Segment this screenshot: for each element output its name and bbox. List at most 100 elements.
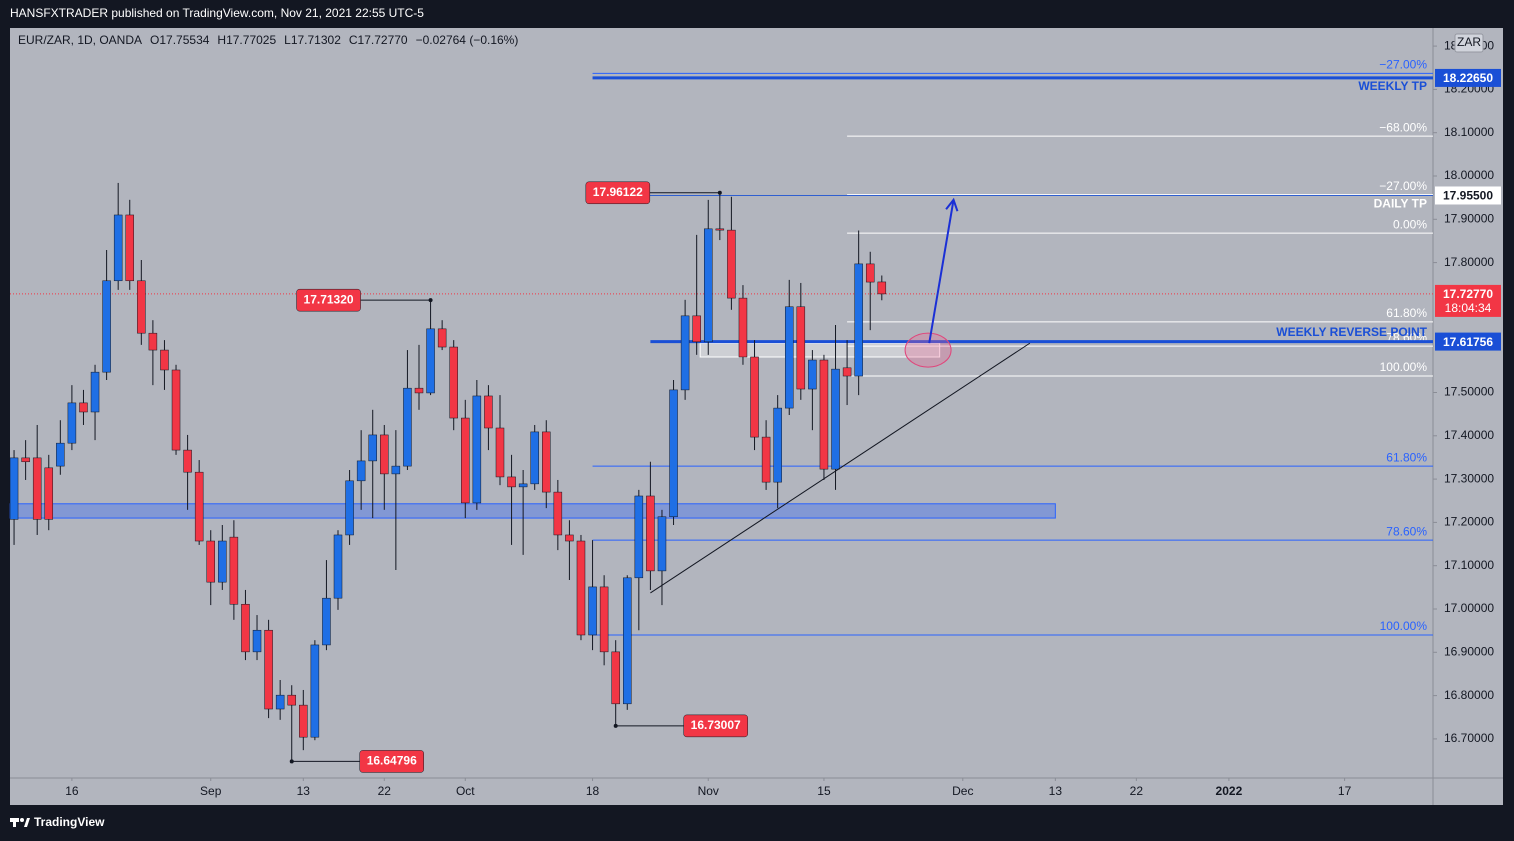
current-price-box xyxy=(1435,284,1501,317)
candle-body xyxy=(646,495,655,572)
symbol-legend: EUR/ZAR, 1D, OANDA O17.75534 H17.77025 L17.… xyxy=(18,33,518,47)
brand: TradingView xyxy=(34,815,105,829)
point-marker xyxy=(717,190,722,195)
fib-label: −27.00% xyxy=(1379,179,1427,193)
candle-body xyxy=(56,442,65,467)
candle-body xyxy=(715,228,725,231)
candle-body xyxy=(299,704,308,738)
point-label: 16.64796 xyxy=(367,754,417,768)
x-tick-label: 16 xyxy=(65,784,79,798)
fib-label: −27.00% xyxy=(1379,58,1427,72)
point-label-box xyxy=(585,181,651,205)
candle-body xyxy=(171,369,181,451)
candle-body xyxy=(264,629,273,710)
candle-body xyxy=(391,465,401,475)
y-tick-label: 17.00000 xyxy=(1444,601,1494,615)
candle-body xyxy=(449,346,458,419)
y-tick-label: 16.90000 xyxy=(1444,644,1494,658)
candle-body xyxy=(796,306,806,390)
logo-dot xyxy=(20,818,24,822)
point-label-box xyxy=(683,714,748,738)
candle-body xyxy=(241,603,250,653)
candle-body xyxy=(611,651,620,705)
candle-body xyxy=(773,407,782,483)
zone xyxy=(699,342,941,358)
candle-body xyxy=(542,431,551,493)
x-tick-label: 13 xyxy=(297,784,311,798)
x-tick-label: Dec xyxy=(952,784,973,798)
price-axis: 18.3000018.2000018.1000018.0000017.90000… xyxy=(65,38,1501,798)
x-tick-label: 22 xyxy=(1130,784,1144,798)
trendline xyxy=(650,342,1031,594)
candle-body xyxy=(680,315,690,391)
candle-body xyxy=(113,214,123,282)
ohlc-close: C17.72770 xyxy=(349,33,408,47)
point-label-box xyxy=(359,750,424,773)
candle-body xyxy=(761,436,771,483)
ohlc-open: O17.75534 xyxy=(150,33,210,47)
point-label: 17.71320 xyxy=(304,292,354,306)
x-tick-label: 18 xyxy=(586,784,600,798)
candle-body xyxy=(727,229,736,299)
point-marker xyxy=(613,723,618,728)
arrow-head xyxy=(945,197,959,212)
candle-body xyxy=(472,395,482,504)
candle-body xyxy=(738,297,748,358)
candle-body xyxy=(380,434,389,475)
logo-stem xyxy=(13,818,16,827)
countdown-label: 18:04:34 xyxy=(1445,301,1492,315)
highlight-circle xyxy=(904,332,952,368)
candle-body xyxy=(44,467,54,520)
x-tick-label: 17 xyxy=(1338,784,1352,798)
candle-body xyxy=(125,214,134,282)
fib-label: 78.60% xyxy=(1386,524,1427,538)
candle-body xyxy=(553,491,563,536)
candle-body xyxy=(750,356,759,438)
candle-body xyxy=(345,480,354,536)
candle-body xyxy=(831,368,840,470)
y-tick-label: 17.90000 xyxy=(1444,211,1494,225)
x-tick-label: 22 xyxy=(378,784,392,798)
publisher-line: HANSFXTRADER published on TradingView.co… xyxy=(10,6,424,20)
candle-body xyxy=(368,434,377,462)
price-level-name: WEEKLY TP xyxy=(1358,79,1427,93)
candle-body xyxy=(461,417,470,504)
fib-label: 61.80% xyxy=(1386,450,1427,464)
currency-box[interactable] xyxy=(1454,33,1484,53)
candle-body xyxy=(437,328,447,348)
candle-body xyxy=(808,359,817,390)
point-label: 16.73007 xyxy=(691,718,741,732)
x-tick-label: 13 xyxy=(1049,784,1063,798)
candle-body xyxy=(102,280,111,373)
point-marker xyxy=(428,298,433,303)
candle-body xyxy=(819,359,829,470)
zone xyxy=(9,503,1056,519)
candle-body xyxy=(148,332,158,351)
axis-price-label: 17.61756 xyxy=(1443,335,1493,349)
candle-body xyxy=(414,387,424,394)
axis-price-box xyxy=(1435,332,1501,351)
fib-label: 61.80% xyxy=(1386,306,1427,320)
candle-body xyxy=(194,471,204,542)
point-marker xyxy=(289,759,294,764)
fib-label: 100.00% xyxy=(1380,619,1428,633)
y-tick-label: 17.20000 xyxy=(1444,515,1494,529)
axis-price-label: 18.22650 xyxy=(1443,71,1493,85)
x-tick-label: Sep xyxy=(200,784,222,798)
currency[interactable]: ZAR xyxy=(1457,35,1481,49)
candle-body xyxy=(356,460,366,482)
candle-body xyxy=(692,315,701,343)
point-label-box xyxy=(296,288,361,312)
candle-body xyxy=(21,457,30,463)
candle-body xyxy=(9,457,19,520)
plot: −68.00% −27.00% 0.00% 61.80% 78.60% 100.00% −2… xyxy=(9,58,1433,773)
y-tick-label: 17.80000 xyxy=(1444,255,1494,269)
y-tick-label: 17.40000 xyxy=(1444,428,1494,442)
candle-body xyxy=(854,263,863,377)
candle-body xyxy=(518,483,528,488)
candle-body xyxy=(218,540,227,583)
arrow xyxy=(928,199,955,344)
candle-body xyxy=(576,540,586,636)
y-tick-label: 16.80000 xyxy=(1444,688,1494,702)
candle-body xyxy=(495,427,505,478)
